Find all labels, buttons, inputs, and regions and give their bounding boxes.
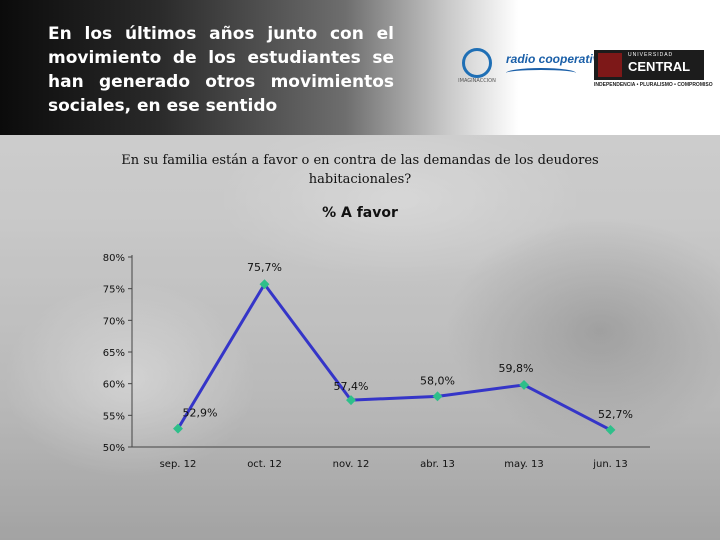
- cooperativa-logo: radio cooperativa: [506, 52, 607, 66]
- data-label: 59,8%: [499, 362, 534, 375]
- y-tick-label: 75%: [103, 285, 125, 296]
- y-tick-label: 65%: [103, 348, 125, 359]
- x-tick-label: may. 13: [504, 459, 543, 470]
- x-tick-label: sep. 12: [160, 459, 197, 470]
- logo-strip: IMAGINACCION radio cooperativa UNIVERSID…: [450, 44, 716, 88]
- data-label: 58,0%: [420, 374, 455, 387]
- data-label: 52,7%: [598, 408, 633, 421]
- data-point: [605, 424, 616, 435]
- y-tick-label: 60%: [103, 380, 125, 391]
- data-label: 52,9%: [183, 407, 218, 420]
- header-banner: En los últimos años junto con el movimie…: [0, 0, 720, 135]
- cooperativa-swoosh-icon: [506, 68, 576, 78]
- data-label: 75,7%: [247, 261, 282, 274]
- logo-c-subtitle: INDEPENDENCIA • PLURALISMO • COMPROMISO: [594, 82, 713, 88]
- y-tick-label: 55%: [103, 411, 125, 422]
- data-point: [259, 279, 270, 290]
- x-tick-label: nov. 12: [333, 459, 370, 470]
- survey-question: En su familia están a favor o en contra …: [121, 153, 599, 187]
- x-tick-label: abr. 13: [420, 459, 455, 470]
- university-crest-icon: [598, 53, 622, 77]
- y-tick-label: 70%: [103, 316, 125, 327]
- chart-title: % A favor: [322, 205, 398, 221]
- data-point: [519, 379, 529, 390]
- logo-c-name-text: CENTRAL: [628, 59, 691, 74]
- y-tick-label: 50%: [103, 443, 125, 454]
- data-point: [346, 395, 356, 406]
- series-line: [176, 282, 612, 432]
- x-tick-label: oct. 12: [247, 459, 282, 470]
- data-point: [432, 391, 443, 402]
- data-point: [173, 423, 183, 434]
- header-text: En los últimos años junto con el movimie…: [48, 24, 394, 116]
- x-tick-label: jun. 13: [592, 459, 628, 470]
- logo-c-top-text: UNIVERSIDAD: [628, 52, 674, 58]
- background-veil: [0, 135, 720, 540]
- data-label: 57,4%: [334, 380, 369, 393]
- logo-a-text: IMAGINACCION: [458, 78, 496, 84]
- y-tick-label: 80%: [103, 253, 125, 264]
- universidad-central-logo: UNIVERSIDAD CENTRAL: [594, 50, 704, 80]
- globe-logo-icon: [462, 48, 492, 78]
